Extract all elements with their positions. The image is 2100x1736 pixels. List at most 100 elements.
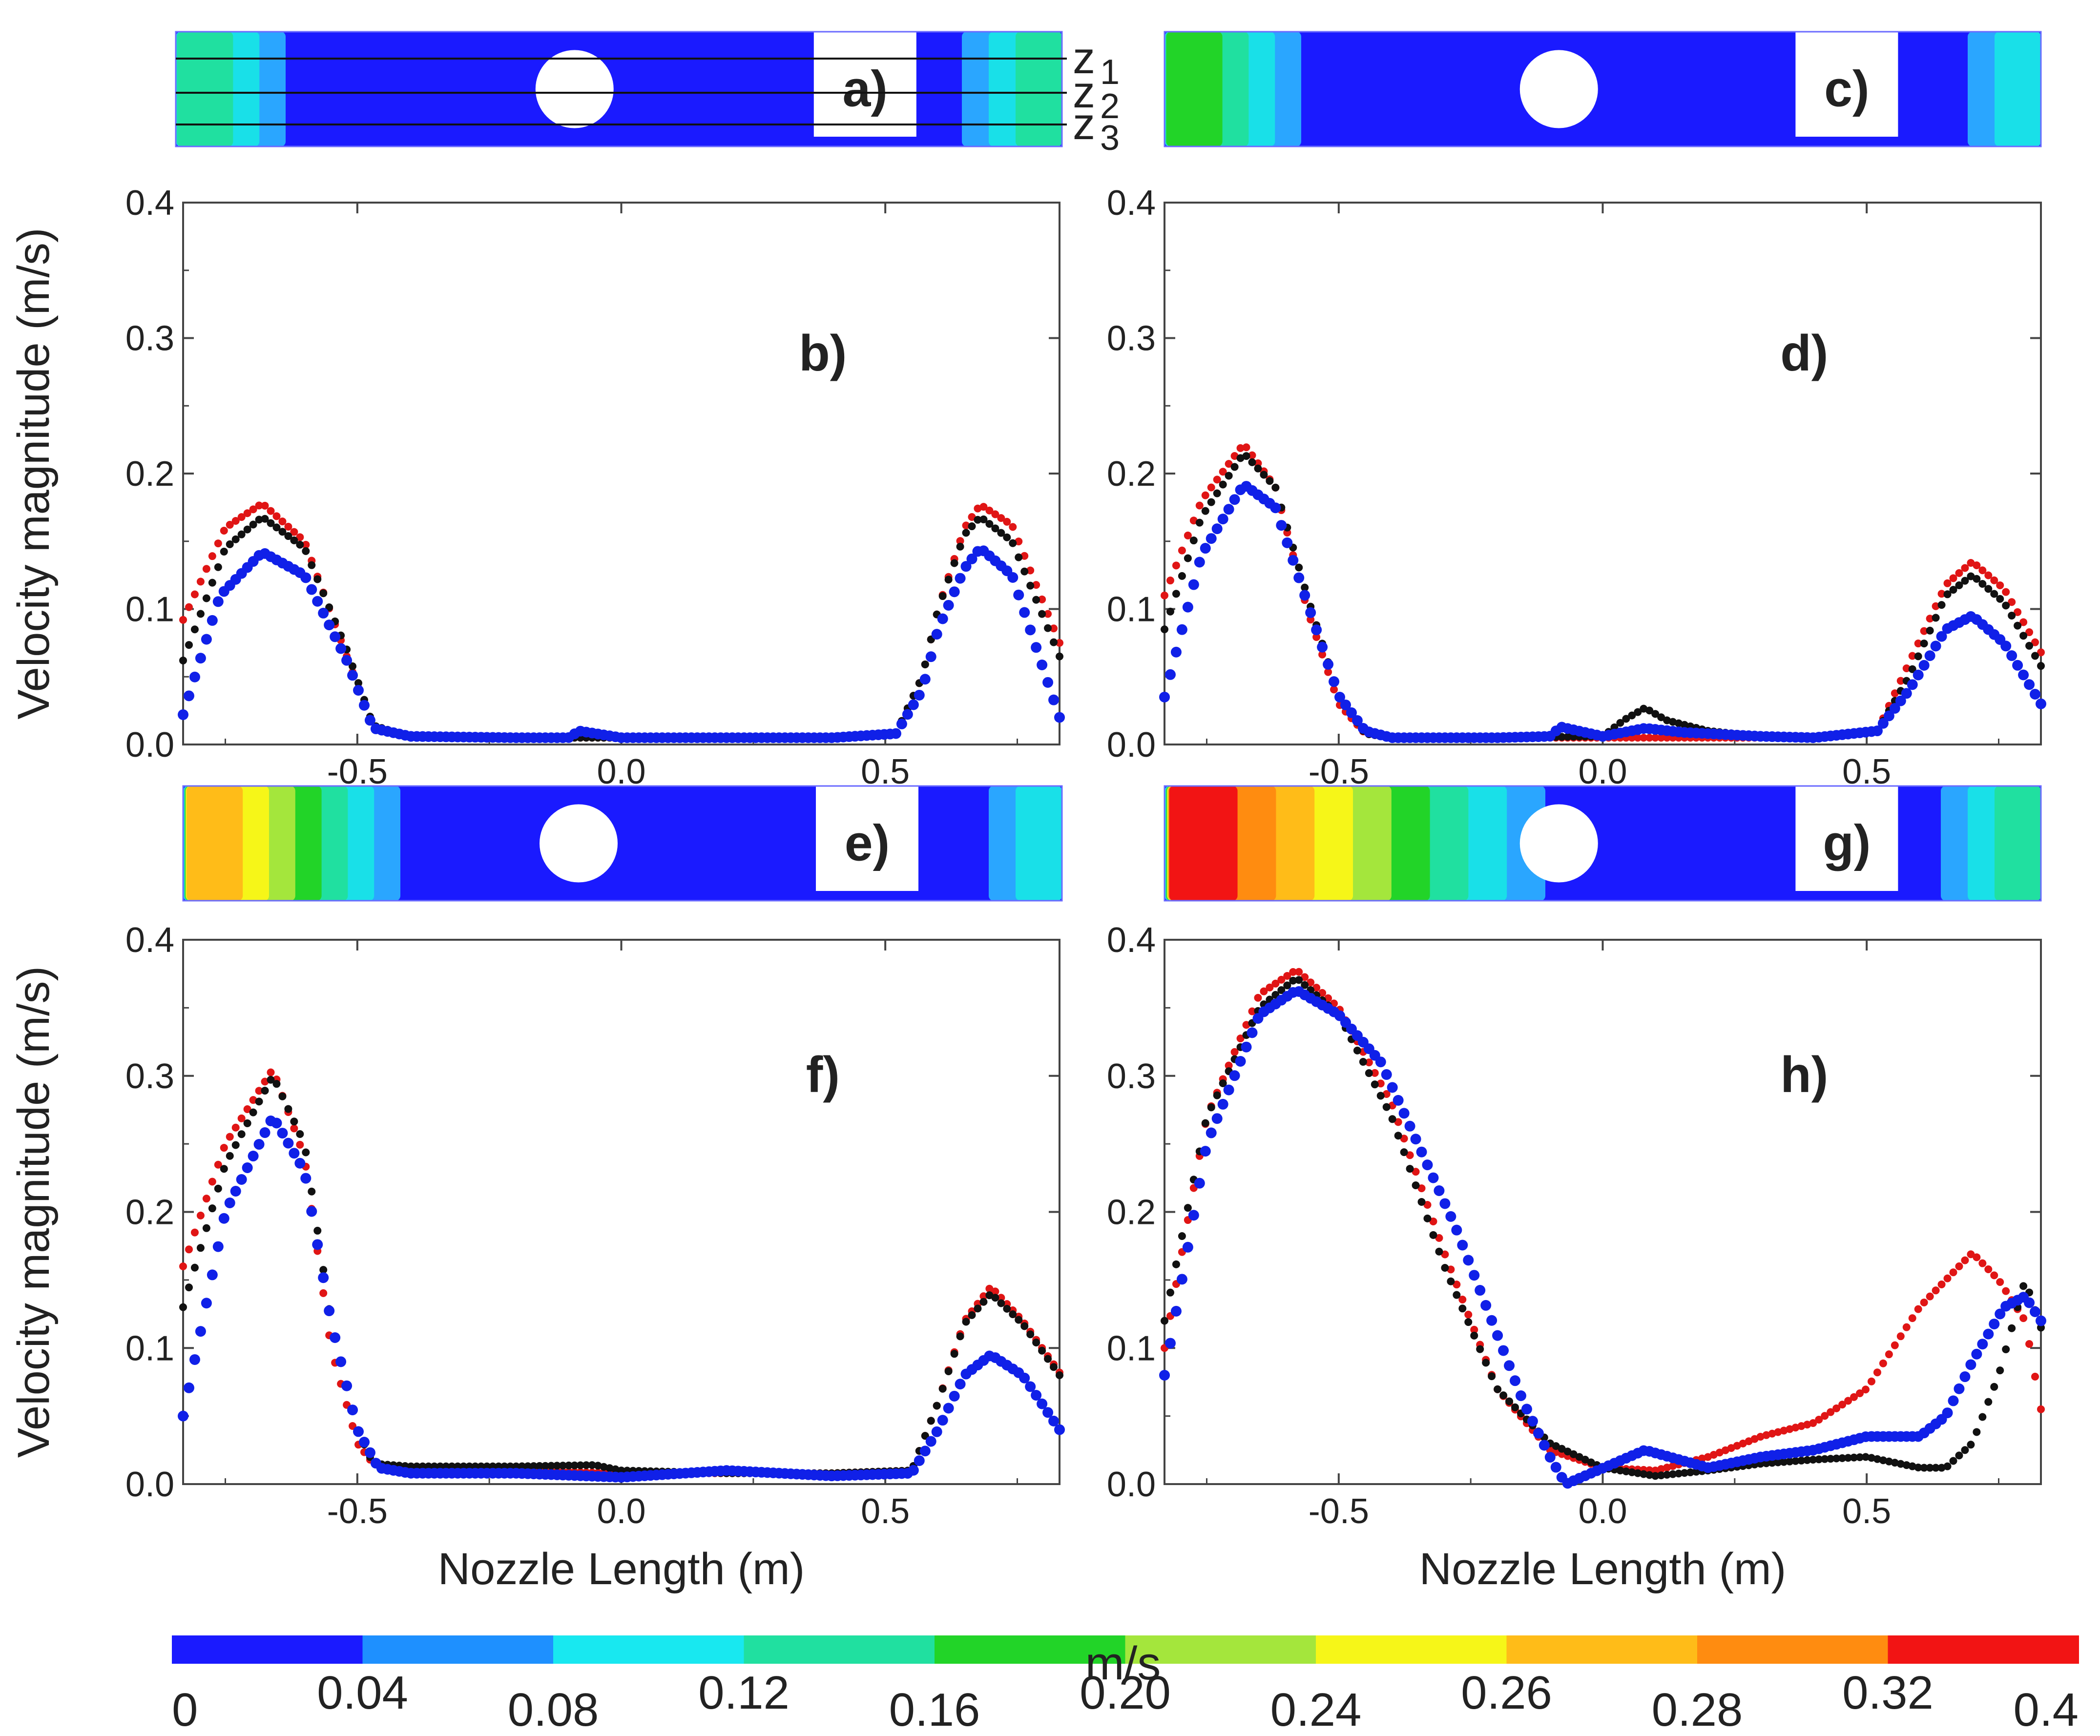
data-point: [1260, 471, 1268, 479]
data-point: [1317, 641, 1328, 653]
data-point: [968, 522, 976, 531]
contour-strip-1: a) z 1z 2z 3: [175, 31, 1120, 158]
data-point: [956, 542, 964, 551]
data-point: [1013, 589, 1024, 600]
data-point: [302, 1148, 310, 1157]
contour-band-right: [1016, 786, 1062, 901]
data-point: [208, 1204, 216, 1213]
data-point: [1521, 1404, 1532, 1415]
data-point: [1423, 1201, 1432, 1209]
data-point: [2031, 638, 2039, 646]
data-point: [2002, 1287, 2010, 1295]
data-point: [179, 1303, 187, 1311]
data-point: [1983, 1328, 1994, 1340]
data-point: [1920, 627, 1928, 635]
data-point: [1640, 734, 1648, 742]
data-point: [1301, 981, 1309, 989]
data-point: [1201, 507, 1209, 515]
data-point: [1926, 615, 1934, 623]
data-point: [330, 631, 341, 642]
data-point: [985, 520, 994, 528]
data-point: [306, 1206, 317, 1217]
data-point: [1926, 1464, 1934, 1472]
data-point: [196, 578, 205, 586]
y-tick-label: 0.0: [125, 725, 174, 765]
data-point: [1329, 676, 1340, 687]
data-point: [1645, 706, 1654, 715]
x-tick-label: 0.5: [861, 752, 910, 791]
x-tick-label: -0.5: [1309, 1492, 1369, 1531]
data-point: [1961, 1446, 1969, 1454]
cylinder-obstacle: [535, 50, 614, 128]
data-point: [2019, 632, 2028, 640]
data-point: [1657, 1465, 1665, 1473]
data-point: [1943, 1274, 1952, 1282]
data-point: [1235, 1055, 1246, 1067]
data-point: [985, 506, 994, 515]
data-point: [1323, 659, 1334, 670]
data-point: [1311, 624, 1322, 636]
data-point: [1552, 1442, 1560, 1450]
data-point: [185, 603, 193, 611]
data-point: [1211, 523, 1223, 535]
data-point: [1003, 533, 1011, 541]
data-point: [1206, 533, 1217, 544]
data-point: [1054, 1424, 1065, 1435]
data-point: [576, 1461, 584, 1469]
data-point: [605, 1464, 614, 1472]
data-point: [353, 685, 364, 696]
data-point: [1457, 1240, 1468, 1251]
data-point: [1867, 1377, 1875, 1385]
data-point: [1172, 561, 1180, 570]
contour-strip-4: g): [1164, 785, 2042, 902]
data-point: [1441, 1250, 1449, 1259]
series-black: [179, 515, 1063, 742]
colorbar-segment: [1697, 1635, 1889, 1664]
data-point: [1622, 715, 1630, 723]
plot-panel-2: 0.0 0.1 0.2 0.3 0.4 -0.5 0.0 0.5 d): [1107, 184, 2046, 791]
data-point: [1967, 1250, 1975, 1259]
data-point: [308, 561, 316, 569]
data-point: [1780, 1458, 1788, 1466]
y-tick-label: 0.1: [1107, 590, 1156, 629]
data-point: [202, 565, 210, 573]
contour-frame: [1164, 785, 2042, 902]
data-point: [1692, 1467, 1700, 1476]
contour-band-right: [1995, 786, 2041, 901]
data-point: [1312, 984, 1321, 992]
y-tick-label: 0.4: [1107, 184, 1156, 223]
data-point: [1242, 452, 1250, 460]
data-point: [226, 1133, 234, 1141]
z-label: z: [1073, 67, 1095, 117]
data-point: [1768, 1459, 1776, 1467]
data-point: [943, 599, 954, 611]
panel-label: h): [1780, 1047, 1828, 1103]
data-point: [243, 1119, 251, 1127]
data-point: [1182, 1241, 1193, 1253]
data-point: [1359, 1058, 1367, 1066]
y-tick-label: 0.3: [125, 1057, 174, 1096]
data-point: [1353, 1046, 1361, 1054]
data-point: [1544, 1451, 1556, 1463]
data-point: [1926, 1292, 1934, 1301]
data-point: [1862, 1385, 1870, 1394]
data-point: [1225, 472, 1233, 480]
data-point: [997, 529, 1005, 537]
data-point: [1978, 1259, 1987, 1267]
data-point: [2000, 641, 2012, 652]
data-point: [185, 641, 193, 649]
data-point: [1821, 1412, 1829, 1420]
data-point: [1188, 579, 1199, 590]
data-point: [1464, 1318, 1473, 1326]
data-point: [1026, 566, 1035, 575]
colorbar-tick-label: 0: [172, 1684, 198, 1736]
data-point: [1797, 1456, 1806, 1465]
data-point: [1995, 1308, 2006, 1320]
data-point: [1026, 1330, 1035, 1339]
data-point: [318, 1272, 329, 1283]
data-point: [2008, 598, 2016, 606]
x-tick-label: 0.0: [1578, 1492, 1627, 1531]
data-point: [997, 1299, 1005, 1307]
data-point: [249, 520, 257, 529]
data-point: [1307, 978, 1315, 987]
